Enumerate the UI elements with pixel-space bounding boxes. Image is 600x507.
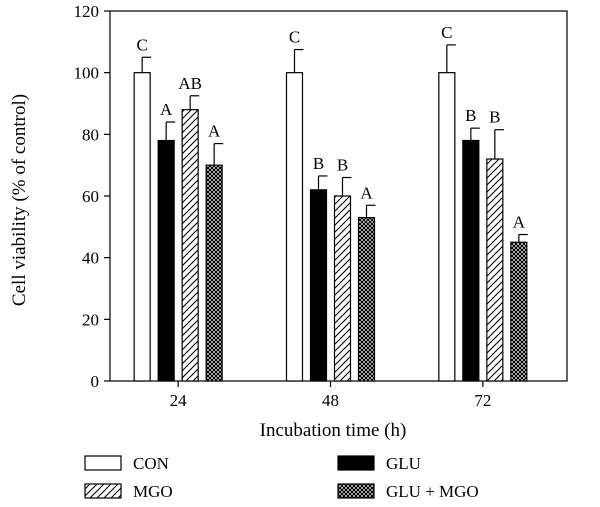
- bar: [333, 195, 352, 382]
- y-axis-title: Cell viability (% of control): [9, 94, 30, 306]
- bar: [205, 164, 223, 382]
- bar: [157, 139, 175, 382]
- bar: [133, 72, 151, 382]
- legend: CON GLU MGO GLU + MGO: [84, 454, 479, 501]
- y-tick-label: 40: [82, 249, 99, 268]
- x-tick-label: 72: [474, 391, 491, 410]
- significance-label: B: [337, 156, 348, 175]
- significance-label: B: [489, 108, 500, 127]
- significance-label: AB: [178, 74, 202, 93]
- legend-swatch: [84, 483, 122, 499]
- bar: [357, 216, 376, 382]
- bar: [486, 158, 504, 382]
- significance-label: C: [441, 23, 452, 42]
- significance-label: A: [160, 100, 173, 119]
- legend-swatch: [337, 455, 375, 471]
- legend-label: MGO: [133, 482, 173, 501]
- y-tick-label: 80: [82, 125, 99, 144]
- y-tick-label: 0: [91, 372, 100, 391]
- bar: [309, 189, 328, 382]
- y-tick-label: 20: [82, 310, 99, 329]
- significance-label: C: [136, 35, 147, 54]
- bar: [285, 72, 304, 382]
- significance-label: B: [313, 154, 324, 173]
- legend-swatch: [337, 483, 375, 499]
- bar: [462, 139, 480, 382]
- x-tick-label: 24: [170, 391, 188, 410]
- x-axis-title: Incubation time (h): [260, 420, 407, 441]
- legend-label: GLU: [386, 454, 421, 473]
- y-tick-label: 60: [82, 187, 99, 206]
- legend-swatch: [84, 455, 122, 471]
- significance-label: B: [465, 106, 476, 125]
- legend-label: GLU + MGO: [386, 482, 479, 501]
- y-tick-label: 100: [74, 64, 100, 83]
- bar: [510, 241, 528, 382]
- significance-label: A: [513, 213, 526, 232]
- bar: [181, 109, 199, 382]
- legend-label: CON: [133, 454, 169, 473]
- y-tick-label: 120: [74, 2, 100, 21]
- significance-label: C: [289, 28, 300, 47]
- significance-label: A: [360, 183, 373, 202]
- significance-label: A: [208, 122, 221, 141]
- x-tick-label: 48: [322, 391, 339, 410]
- bar: [438, 72, 456, 382]
